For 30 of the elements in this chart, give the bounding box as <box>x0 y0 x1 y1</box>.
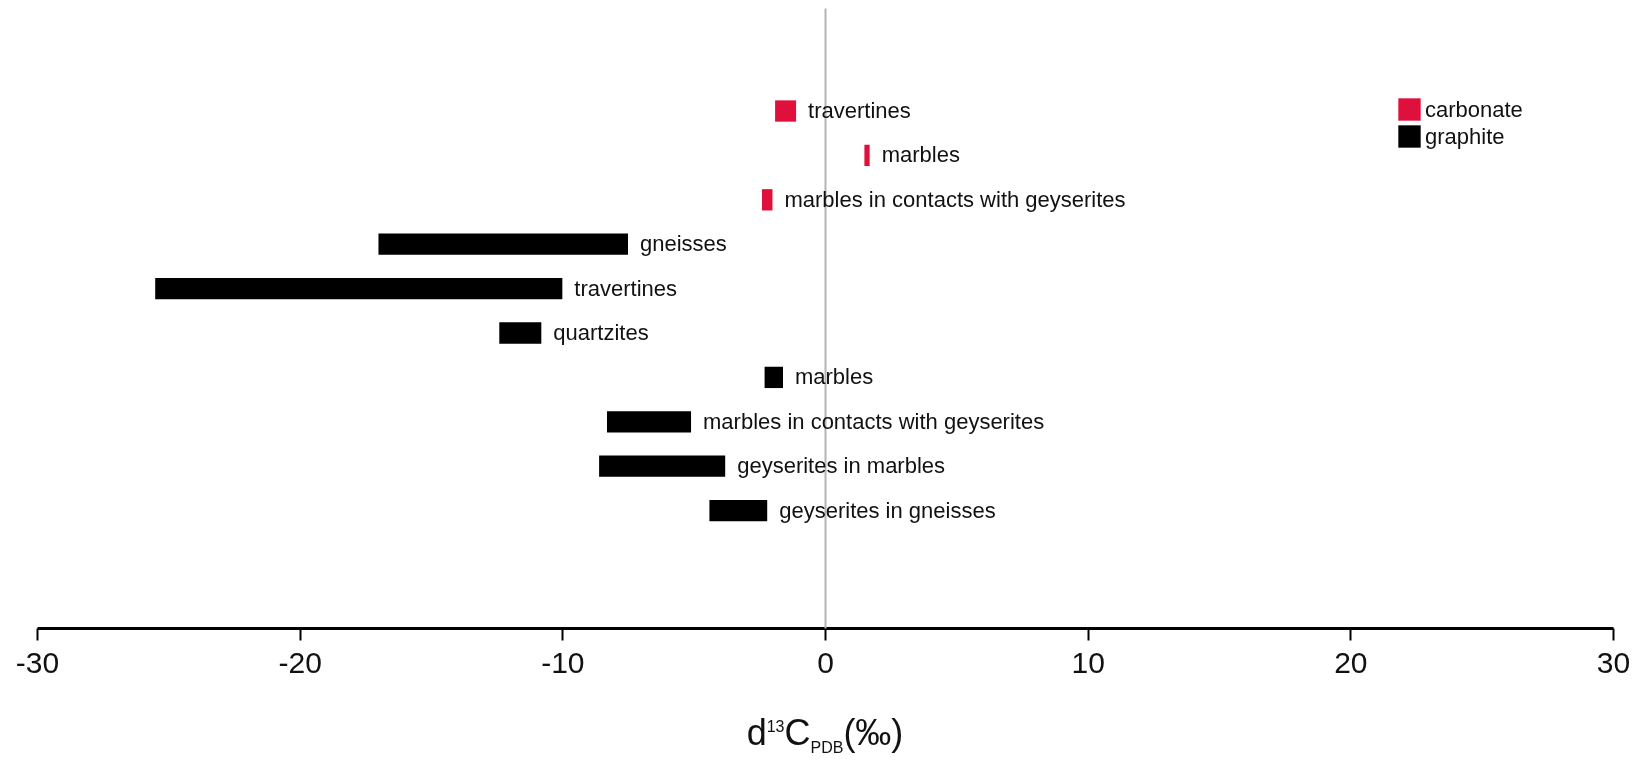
y-tick-label: travertines <box>808 98 911 124</box>
x-tick-label: -20 <box>278 645 322 679</box>
x-tick-label: 30 <box>1596 645 1631 679</box>
x-axis-title: d$^{13}$C$_{PDB}$(‰) <box>745 712 905 758</box>
y-tick-label: marbles in contacts with geyserites <box>784 186 1126 212</box>
y-tick-label: marbles <box>881 142 960 168</box>
x-tick-label: 20 <box>1334 645 1368 679</box>
bar <box>599 455 726 477</box>
bar <box>864 144 870 167</box>
x-tick-label: -10 <box>541 645 585 679</box>
y-tick-label: geyserites in marbles <box>737 453 946 479</box>
x-tick-label: -30 <box>15 645 60 679</box>
y-tick-label: quartzites <box>553 320 649 346</box>
bar <box>499 322 542 344</box>
bar <box>764 366 783 389</box>
legend-label: graphite <box>1425 123 1505 149</box>
bar <box>761 189 773 211</box>
legend-label: carbonate <box>1425 96 1523 122</box>
bar <box>606 411 692 433</box>
bar <box>775 100 797 122</box>
bar <box>709 499 768 522</box>
y-tick-label: marbles in contacts with geyserites <box>703 408 1045 434</box>
y-tick-label: gneisses <box>640 231 727 257</box>
y-tick-label: geyserites in gneisses <box>779 497 996 523</box>
bar <box>155 277 563 300</box>
x-tick-label: 10 <box>1071 645 1105 679</box>
y-tick-label: marbles <box>794 364 874 390</box>
y-tick-label: travertines <box>574 275 678 301</box>
bar <box>378 233 628 255</box>
x-tick-label: 0 <box>817 645 834 679</box>
